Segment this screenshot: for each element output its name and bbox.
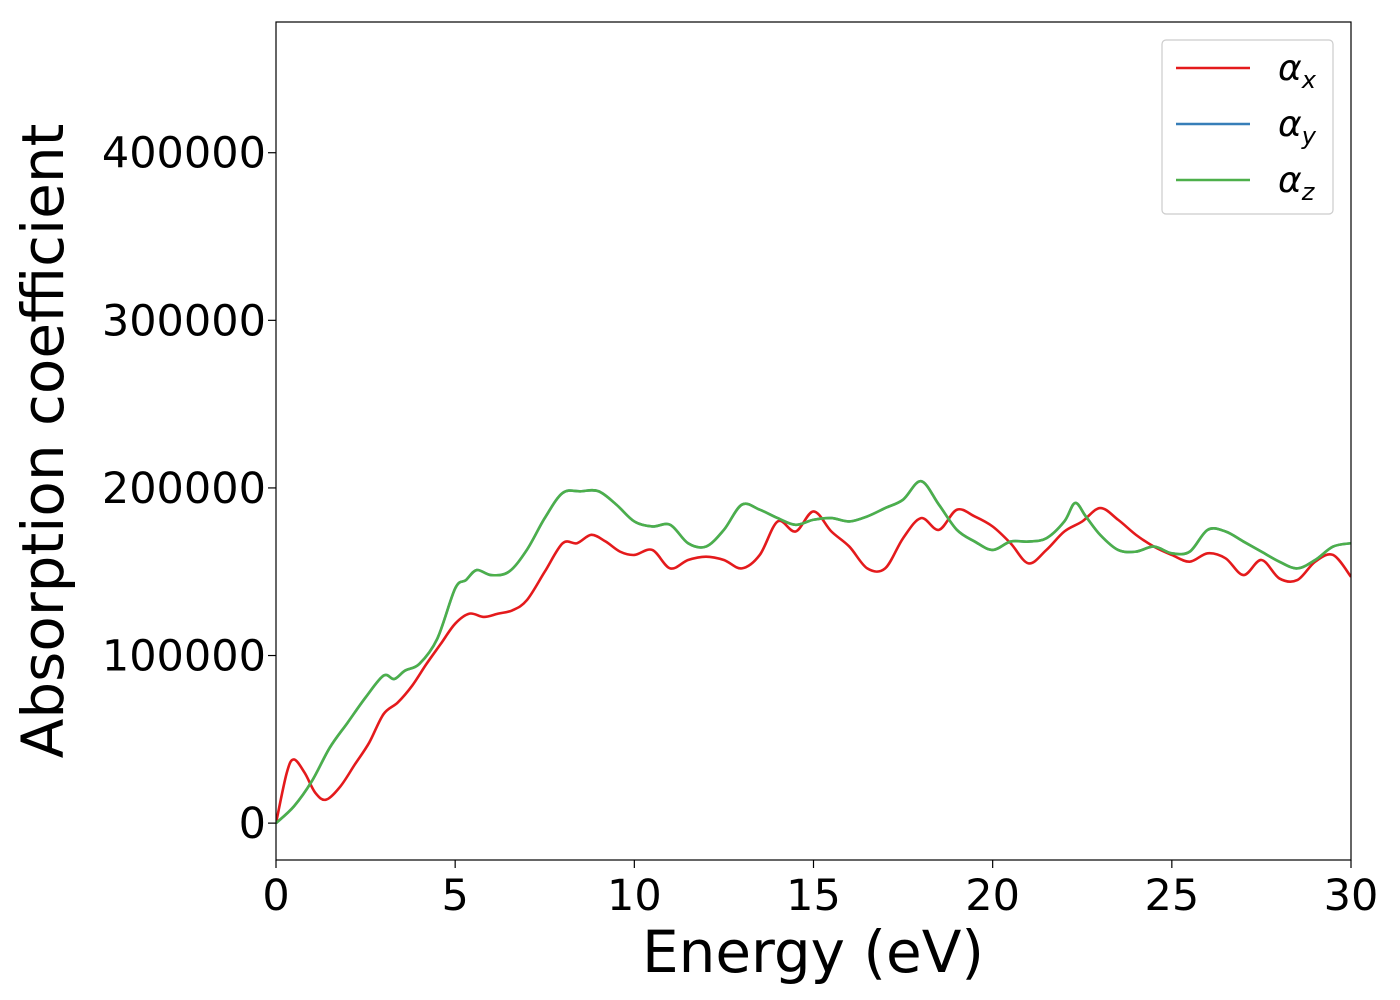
legend-box	[1161, 39, 1334, 215]
y-tick-label: 200000	[102, 464, 266, 514]
legend-label-y: αy	[1278, 104, 1317, 150]
x-tick-label: 20	[965, 871, 1020, 921]
x-tick-label: 0	[262, 871, 289, 921]
y-axis-ticks: 0 100000 200000 300000 400000	[102, 129, 276, 849]
series-line-y	[276, 479, 1351, 825]
legend: αx αy αz	[1161, 39, 1334, 215]
x-tick-label: 25	[1144, 871, 1199, 921]
x-axis-ticks: 0 5 10 15 20 25 30	[262, 860, 1378, 921]
x-tick-label: 30	[1324, 871, 1379, 921]
series-line-z	[276, 479, 1351, 825]
x-tick-label: 15	[786, 871, 841, 921]
y-tick-label: 100000	[102, 632, 266, 682]
x-axis-label: Energy (eV)	[642, 918, 984, 986]
y-tick-label: 400000	[102, 129, 266, 179]
series-layer	[276, 479, 1351, 825]
legend-label-x: αx	[1278, 48, 1317, 94]
x-tick-label: 10	[607, 871, 662, 921]
y-tick-label: 300000	[102, 296, 266, 346]
legend-label-z: αz	[1278, 160, 1316, 206]
y-tick-label: 0	[239, 799, 266, 849]
x-tick-label: 5	[441, 871, 468, 921]
series-line-x	[276, 506, 1351, 824]
y-axis-label: Absorption coefficient	[9, 124, 77, 759]
